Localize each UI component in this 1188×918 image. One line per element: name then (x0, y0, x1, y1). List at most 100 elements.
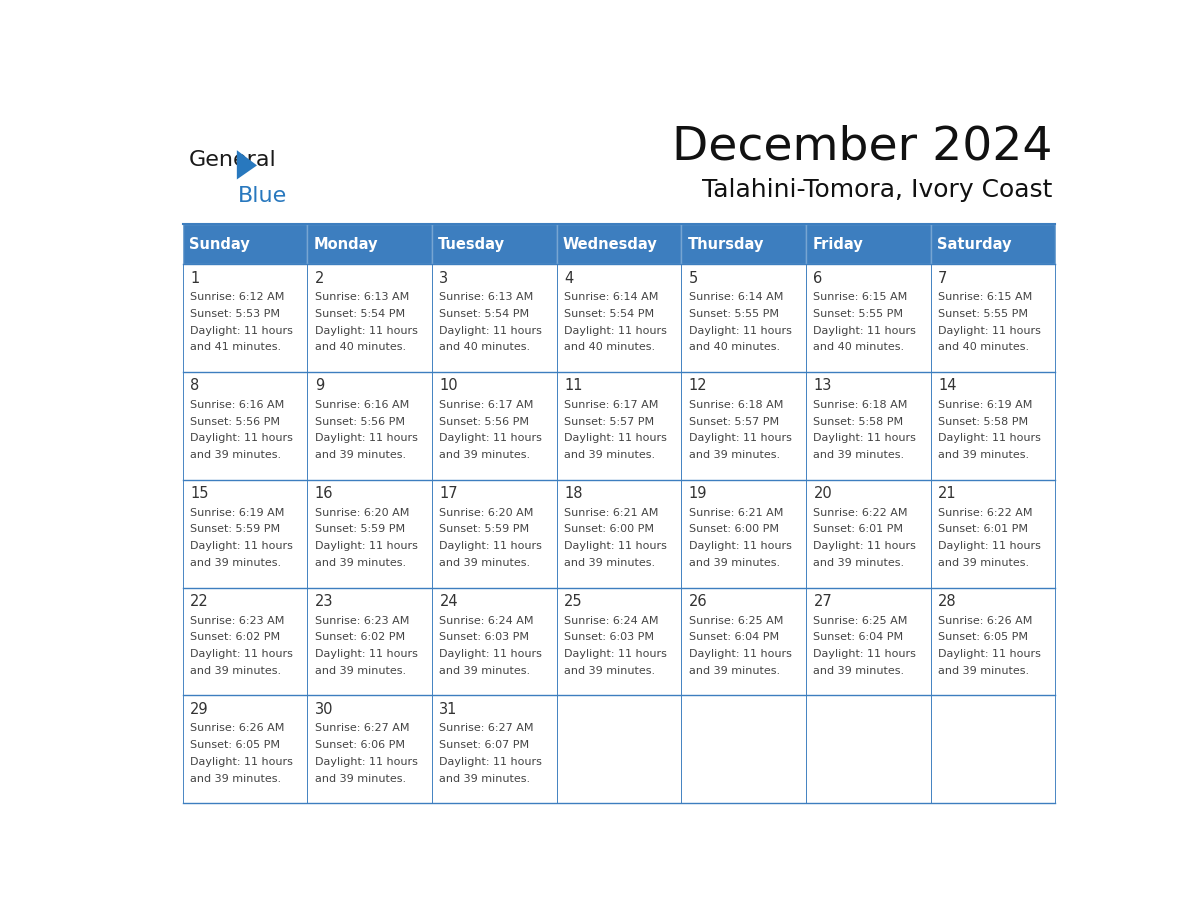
Text: Sunset: 5:56 PM: Sunset: 5:56 PM (440, 417, 530, 427)
Text: 15: 15 (190, 487, 209, 501)
Bar (681, 224, 805, 264)
Text: Daylight: 11 hours: Daylight: 11 hours (190, 542, 293, 551)
Text: Sunrise: 6:21 AM: Sunrise: 6:21 AM (564, 508, 658, 518)
Bar (557, 224, 681, 264)
Text: Wednesday: Wednesday (563, 237, 658, 252)
Text: Sunset: 5:54 PM: Sunset: 5:54 PM (564, 308, 655, 319)
Text: Sunset: 5:59 PM: Sunset: 5:59 PM (440, 524, 530, 534)
Text: Daylight: 11 hours: Daylight: 11 hours (315, 649, 418, 659)
Text: Sunset: 5:53 PM: Sunset: 5:53 PM (190, 308, 280, 319)
Bar (557, 480, 681, 588)
Text: and 40 minutes.: and 40 minutes. (440, 342, 531, 353)
Text: and 39 minutes.: and 39 minutes. (440, 774, 531, 784)
Bar (805, 264, 930, 372)
Bar (930, 695, 1055, 803)
Text: Sunrise: 6:14 AM: Sunrise: 6:14 AM (564, 292, 658, 302)
Bar (557, 695, 681, 803)
Bar (805, 372, 930, 480)
Text: Sunrise: 6:15 AM: Sunrise: 6:15 AM (814, 292, 908, 302)
Text: Daylight: 11 hours: Daylight: 11 hours (814, 433, 916, 443)
Text: 19: 19 (689, 487, 707, 501)
Bar (805, 695, 930, 803)
Text: and 39 minutes.: and 39 minutes. (315, 666, 406, 676)
Text: Sunrise: 6:16 AM: Sunrise: 6:16 AM (315, 400, 409, 410)
Text: Daylight: 11 hours: Daylight: 11 hours (440, 326, 542, 336)
Text: Sunset: 6:05 PM: Sunset: 6:05 PM (939, 633, 1028, 643)
Text: Daylight: 11 hours: Daylight: 11 hours (689, 326, 791, 336)
Text: and 39 minutes.: and 39 minutes. (315, 450, 406, 460)
Text: Sunset: 6:03 PM: Sunset: 6:03 PM (440, 633, 530, 643)
Bar (432, 264, 557, 372)
Text: Sunday: Sunday (189, 237, 249, 252)
Text: Sunrise: 6:17 AM: Sunrise: 6:17 AM (440, 400, 533, 410)
Text: Sunrise: 6:23 AM: Sunrise: 6:23 AM (315, 616, 409, 625)
Text: Blue: Blue (238, 185, 286, 206)
Text: and 39 minutes.: and 39 minutes. (190, 450, 282, 460)
Text: Talahini-Tomora, Ivory Coast: Talahini-Tomora, Ivory Coast (702, 178, 1053, 202)
Text: Sunset: 5:56 PM: Sunset: 5:56 PM (315, 417, 405, 427)
Text: Sunset: 5:56 PM: Sunset: 5:56 PM (190, 417, 280, 427)
Text: and 39 minutes.: and 39 minutes. (440, 666, 531, 676)
Text: Sunset: 6:06 PM: Sunset: 6:06 PM (315, 740, 405, 750)
Bar (557, 264, 681, 372)
Text: Daylight: 11 hours: Daylight: 11 hours (190, 649, 293, 659)
Text: Daylight: 11 hours: Daylight: 11 hours (315, 756, 418, 767)
Text: and 41 minutes.: and 41 minutes. (190, 342, 282, 353)
Text: Monday: Monday (314, 237, 378, 252)
Text: Sunrise: 6:27 AM: Sunrise: 6:27 AM (315, 723, 409, 733)
Text: Daylight: 11 hours: Daylight: 11 hours (315, 326, 418, 336)
Text: 30: 30 (315, 702, 334, 717)
Text: Sunset: 6:05 PM: Sunset: 6:05 PM (190, 740, 280, 750)
Text: General: General (189, 151, 277, 170)
Bar (930, 372, 1055, 480)
Text: 16: 16 (315, 487, 334, 501)
Text: and 39 minutes.: and 39 minutes. (190, 666, 282, 676)
Text: 23: 23 (315, 594, 334, 609)
Bar (681, 372, 805, 480)
Bar (308, 480, 432, 588)
Text: Sunset: 5:54 PM: Sunset: 5:54 PM (440, 308, 530, 319)
Text: and 40 minutes.: and 40 minutes. (814, 342, 904, 353)
Text: Daylight: 11 hours: Daylight: 11 hours (814, 542, 916, 551)
Text: Sunrise: 6:12 AM: Sunrise: 6:12 AM (190, 292, 284, 302)
Bar (183, 588, 308, 695)
Text: Sunset: 6:00 PM: Sunset: 6:00 PM (689, 524, 779, 534)
Text: and 39 minutes.: and 39 minutes. (689, 558, 779, 568)
Text: Sunrise: 6:13 AM: Sunrise: 6:13 AM (440, 292, 533, 302)
Text: Sunrise: 6:14 AM: Sunrise: 6:14 AM (689, 292, 783, 302)
Text: Sunrise: 6:19 AM: Sunrise: 6:19 AM (190, 508, 284, 518)
Text: and 39 minutes.: and 39 minutes. (564, 666, 656, 676)
Text: 11: 11 (564, 378, 582, 394)
Bar (183, 372, 308, 480)
Text: 17: 17 (440, 487, 459, 501)
Bar (183, 224, 308, 264)
Text: and 39 minutes.: and 39 minutes. (689, 666, 779, 676)
Bar (557, 372, 681, 480)
Text: and 39 minutes.: and 39 minutes. (564, 450, 656, 460)
Text: and 39 minutes.: and 39 minutes. (190, 774, 282, 784)
Bar (681, 480, 805, 588)
Text: 28: 28 (939, 594, 956, 609)
Text: Daylight: 11 hours: Daylight: 11 hours (564, 433, 666, 443)
Text: Daylight: 11 hours: Daylight: 11 hours (689, 649, 791, 659)
Text: 2: 2 (315, 271, 324, 285)
Text: and 39 minutes.: and 39 minutes. (564, 558, 656, 568)
Text: Sunrise: 6:25 AM: Sunrise: 6:25 AM (689, 616, 783, 625)
Bar (557, 588, 681, 695)
Bar (930, 224, 1055, 264)
Text: Sunset: 5:57 PM: Sunset: 5:57 PM (689, 417, 779, 427)
Bar (681, 588, 805, 695)
Text: Sunrise: 6:16 AM: Sunrise: 6:16 AM (190, 400, 284, 410)
Text: Daylight: 11 hours: Daylight: 11 hours (190, 756, 293, 767)
Bar (432, 480, 557, 588)
Bar (805, 224, 930, 264)
Text: and 40 minutes.: and 40 minutes. (689, 342, 779, 353)
Text: and 40 minutes.: and 40 minutes. (939, 342, 1029, 353)
Text: Sunset: 5:57 PM: Sunset: 5:57 PM (564, 417, 655, 427)
Text: 24: 24 (440, 594, 459, 609)
Text: 4: 4 (564, 271, 574, 285)
Bar (432, 372, 557, 480)
Text: 6: 6 (814, 271, 822, 285)
Text: 5: 5 (689, 271, 699, 285)
Bar (183, 480, 308, 588)
